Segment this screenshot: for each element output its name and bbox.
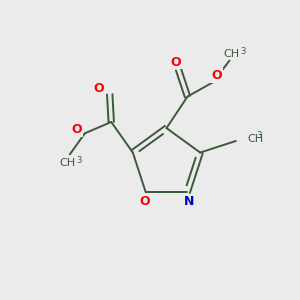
Text: CH: CH — [223, 49, 239, 59]
Text: O: O — [71, 123, 82, 136]
Text: O: O — [171, 56, 182, 69]
Text: O: O — [93, 82, 104, 95]
Text: CH: CH — [59, 158, 76, 168]
Text: 3: 3 — [256, 131, 262, 140]
Text: CH: CH — [247, 134, 263, 144]
Text: N: N — [184, 195, 195, 208]
Text: O: O — [139, 195, 149, 208]
Text: 3: 3 — [240, 47, 246, 56]
Text: 3: 3 — [76, 156, 82, 165]
Text: O: O — [211, 69, 222, 82]
